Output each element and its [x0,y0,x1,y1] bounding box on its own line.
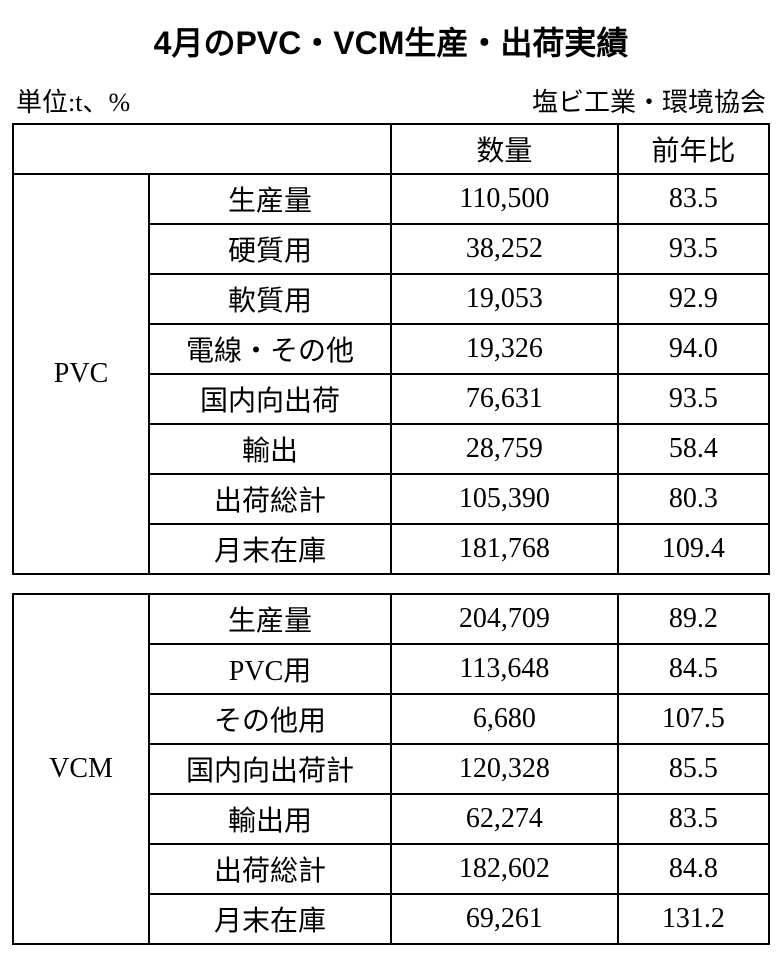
page-title: 4月のPVC・VCM生産・出荷実績 [12,18,770,64]
row-qty: 105,390 [391,474,618,524]
row-yoy: 92.9 [618,274,769,324]
row-yoy: 94.0 [618,324,769,374]
header-yoy: 前年比 [618,124,769,174]
row-qty: 19,053 [391,274,618,324]
header-blank [13,124,391,174]
row-label: PVC用 [149,644,391,694]
row-yoy: 58.4 [618,424,769,474]
row-yoy: 131.2 [618,894,769,944]
row-qty: 19,326 [391,324,618,374]
row-yoy: 84.5 [618,644,769,694]
table-row: VCM生産量204,70989.2 [13,594,769,644]
row-qty: 38,252 [391,224,618,274]
row-label: 月末在庫 [149,894,391,944]
group-label: PVC [13,174,149,574]
row-yoy: 83.5 [618,174,769,224]
header-qty: 数量 [391,124,618,174]
row-qty: 110,500 [391,174,618,224]
row-yoy: 109.4 [618,524,769,574]
row-qty: 120,328 [391,744,618,794]
table-row: PVC生産量110,50083.5 [13,174,769,224]
row-label: 輸出 [149,424,391,474]
subheader: 単位:t、% 塩ビ工業・環境協会 [12,82,770,119]
row-yoy: 83.5 [618,794,769,844]
row-label: 出荷総計 [149,474,391,524]
row-yoy: 93.5 [618,374,769,424]
row-label: 電線・その他 [149,324,391,374]
row-label: 生産量 [149,174,391,224]
row-yoy: 85.5 [618,744,769,794]
section-gap [13,574,769,594]
data-table: 数量前年比PVC生産量110,50083.5硬質用38,25293.5軟質用19… [12,123,770,945]
row-qty: 76,631 [391,374,618,424]
row-label: 硬質用 [149,224,391,274]
row-qty: 28,759 [391,424,618,474]
row-qty: 62,274 [391,794,618,844]
row-qty: 181,768 [391,524,618,574]
row-yoy: 107.5 [618,694,769,744]
row-label: 生産量 [149,594,391,644]
group-label: VCM [13,594,149,944]
row-label: その他用 [149,694,391,744]
row-qty: 204,709 [391,594,618,644]
row-qty: 6,680 [391,694,618,744]
row-label: 月末在庫 [149,524,391,574]
row-qty: 69,261 [391,894,618,944]
header-row: 数量前年比 [13,124,769,174]
row-label: 国内向出荷計 [149,744,391,794]
row-qty: 182,602 [391,844,618,894]
row-yoy: 93.5 [618,224,769,274]
row-yoy: 89.2 [618,594,769,644]
row-label: 国内向出荷 [149,374,391,424]
row-yoy: 84.8 [618,844,769,894]
row-label: 出荷総計 [149,844,391,894]
row-label: 軟質用 [149,274,391,324]
unit-label: 単位:t、% [16,82,130,119]
source-label: 塩ビ工業・環境協会 [532,82,766,119]
row-yoy: 80.3 [618,474,769,524]
row-label: 輸出用 [149,794,391,844]
row-qty: 113,648 [391,644,618,694]
